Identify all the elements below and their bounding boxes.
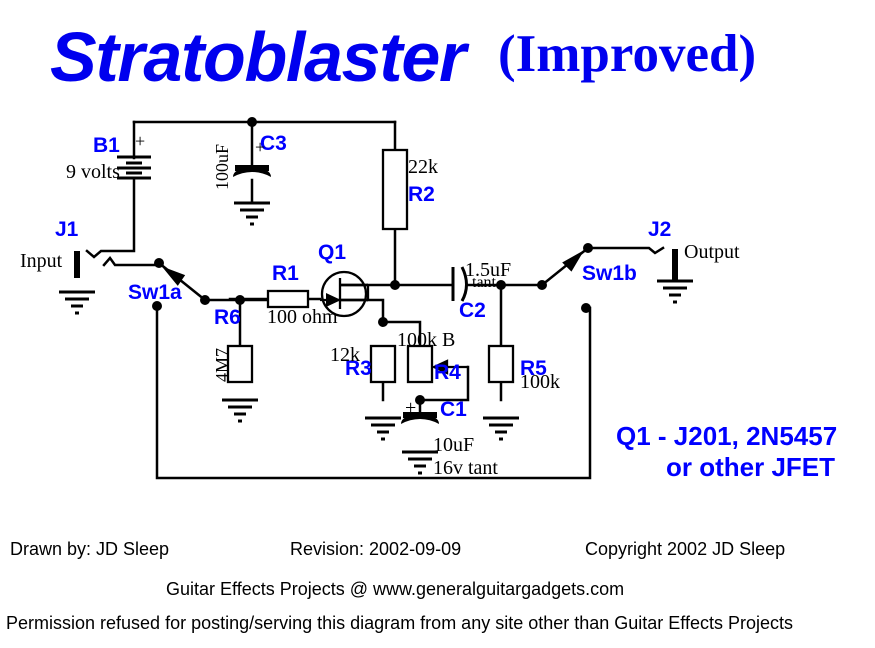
svg-text:4M7: 4M7	[212, 348, 232, 382]
svg-text:100uF: 100uF	[212, 144, 232, 190]
